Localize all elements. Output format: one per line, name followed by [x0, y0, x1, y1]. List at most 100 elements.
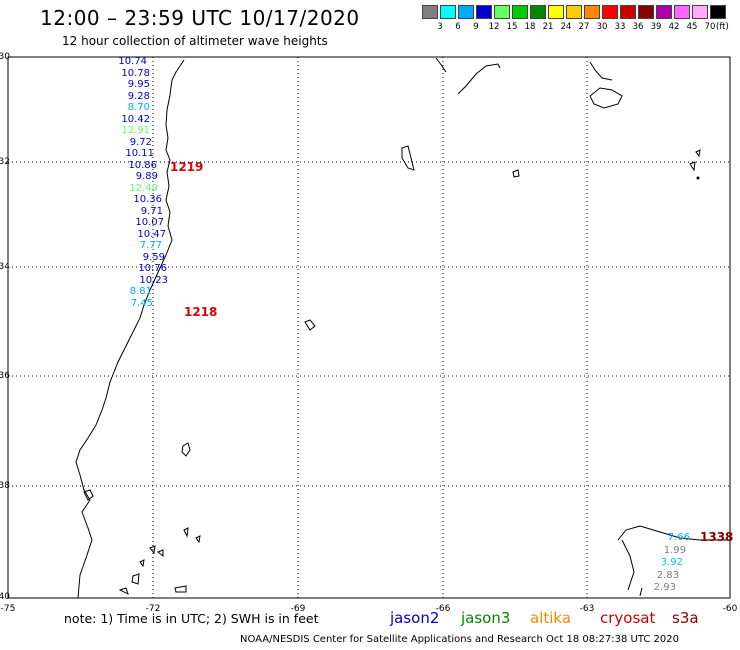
color-legend-tick: 45 [686, 22, 698, 32]
color-legend-swatch [638, 5, 654, 19]
color-legend-tick: 27 [578, 22, 590, 32]
latitude-label: -34 [0, 262, 10, 272]
swh-observation: 10.86 [128, 159, 157, 171]
island-juan-fernandez-a [181, 442, 191, 457]
landmass-southeast [617, 525, 730, 597]
color-legend-swatch [512, 5, 528, 19]
islet-5 [131, 573, 140, 585]
swh-observation: 9.89 [135, 171, 158, 182]
color-legend-swatch [476, 5, 492, 19]
swh-observation: 10.11 [125, 148, 154, 159]
dot-east [696, 176, 700, 180]
swh-observation: 10.36 [133, 194, 162, 205]
color-legend-tick: 12 [488, 22, 500, 32]
cycle-label-1219: 1219 [170, 160, 204, 174]
swh-observation: 9.28 [127, 90, 150, 102]
swh-observation: 10.74 [118, 56, 147, 67]
swh-observation: 10.47 [137, 228, 166, 240]
swh-observation: 12.91 [121, 125, 150, 136]
longitude-label: -75 [0, 604, 16, 614]
longitude-label: -66 [435, 604, 451, 614]
latitude-label: -32 [0, 157, 10, 167]
color-legend-tick: 33 [614, 22, 626, 32]
color-legend-swatch [530, 5, 546, 19]
satellite-legend-jason3: jason3 [461, 609, 511, 627]
islet-7 [118, 587, 129, 595]
island-northeast [589, 87, 623, 109]
swh-observation: 2.83 [656, 569, 679, 581]
coast-north-center [435, 57, 501, 95]
coastlines [75, 57, 730, 599]
islet-2 [157, 549, 164, 558]
swh-observation: 8.70 [127, 102, 150, 113]
swh-observation: 10.78 [121, 67, 150, 79]
color-legend-swatch [458, 5, 474, 19]
cycle-label-1338: 1338 [700, 530, 734, 544]
swh-observation: 9.59 [142, 251, 165, 263]
satellite-legend-jason2: jason2 [390, 609, 440, 627]
longitude-label: -69 [290, 604, 306, 614]
swh-observation: 10.07 [135, 217, 164, 228]
latitude-label: -40 [0, 592, 10, 602]
island-mas-afuera [304, 319, 316, 331]
graticule [8, 57, 730, 598]
color-legend-tick: 6 [455, 22, 461, 32]
chiloe-island [83, 489, 94, 501]
map-dots [696, 176, 700, 180]
swh-observation: 8.81 [129, 286, 152, 297]
color-legend-tick: 39 [650, 22, 662, 32]
color-legend-tick: 30 [596, 22, 608, 32]
swh-observation: 7.77 [139, 240, 162, 251]
satellite-legend-cryosat: cryosat [600, 609, 656, 627]
islet-east [689, 161, 696, 172]
color-legend-swatch [674, 5, 690, 19]
islet-4 [139, 559, 145, 568]
island-juan-fernandez-b [183, 527, 189, 538]
swh-observation: 12.49 [129, 182, 158, 194]
color-legend-swatch [710, 5, 726, 19]
footer-note: note: 1) Time is in UTC; 2) SWH is in fe… [64, 611, 319, 626]
swh-observation: 3.92 [660, 557, 683, 568]
chile-coast [75, 59, 185, 599]
color-legend-swatch [656, 5, 672, 19]
footer-credit: NOAA/NESDIS Center for Satellite Applica… [240, 634, 679, 645]
color-legend-tick: 24 [560, 22, 572, 32]
color-legend-swatch [422, 5, 438, 19]
color-legend-tick: 15 [506, 22, 518, 32]
swh-observation: 2.93 [653, 582, 676, 593]
satellite-legend-altika: altika [530, 609, 572, 627]
satellite-legend-s3a: s3a [672, 609, 699, 627]
swh-observation: 7.45 [130, 297, 153, 309]
swh-observation: 10.23 [139, 274, 168, 286]
map-frame [7, 56, 731, 599]
islet-6 [174, 585, 187, 593]
latitude-label: -38 [0, 481, 10, 491]
color-legend-swatch [440, 5, 456, 19]
swh-observation: 10.76 [138, 263, 167, 274]
swh-observation: 10.42 [121, 113, 150, 125]
color-legend-tick: 18 [524, 22, 536, 32]
swh-observation: 9.95 [127, 79, 150, 90]
swh-observation: 1.99 [663, 544, 686, 556]
swh-observation: 7.66 [667, 532, 690, 543]
latitude-label: -30 [0, 52, 10, 62]
latitude-label: -36 [0, 371, 10, 381]
map-title: 12:00 – 23:59 UTC 10/17/2020 [40, 6, 360, 30]
color-legend-tick: 70 [704, 22, 716, 32]
color-legend-swatch [602, 5, 618, 19]
color-legend-swatch [548, 5, 564, 19]
color-legend-tick: 36 [632, 22, 644, 32]
map-subtitle: 12 hour collection of altimeter wave hei… [62, 34, 328, 48]
longitude-label: -63 [579, 604, 595, 614]
coast-northeast [589, 61, 613, 81]
color-legend-swatch [494, 5, 510, 19]
islet-1 [149, 545, 156, 555]
color-legend-tick: 9 [473, 22, 479, 32]
color-legend-swatch [566, 5, 582, 19]
color-legend-swatch [584, 5, 600, 19]
islet-3 [195, 535, 201, 544]
cycle-label-1218: 1218 [184, 305, 218, 319]
color-legend-swatch [620, 5, 636, 19]
island-east-2 [512, 169, 520, 178]
